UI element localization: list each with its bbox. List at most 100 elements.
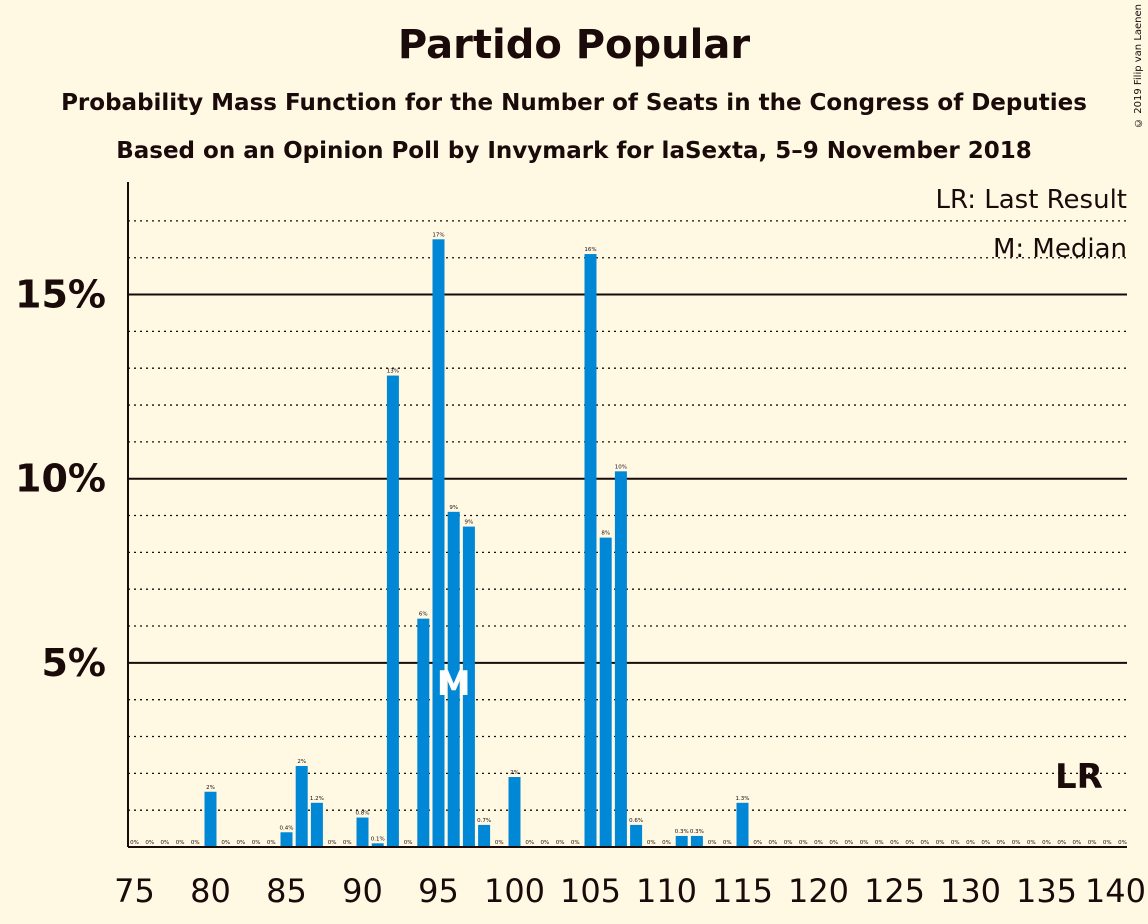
last-result-marker: LR — [1055, 757, 1103, 797]
bar-label-seat-125: 0% — [890, 840, 899, 846]
chart-title: Partido Popular — [397, 22, 751, 68]
legend-last-result: LR: Last Result — [935, 185, 1127, 215]
bar-label-seat-99: 0% — [495, 840, 504, 846]
bar-seat-97 — [462, 526, 475, 847]
x-tick-label: 115 — [712, 872, 773, 910]
bar-label-seat-96: 9% — [449, 505, 458, 511]
legend-median: M: Median — [993, 234, 1127, 264]
bar-label-seat-88: 0% — [328, 840, 337, 846]
bar-label-seat-79: 0% — [191, 840, 200, 846]
axes-group — [127, 182, 1127, 848]
bar-label-seat-75: 0% — [130, 840, 139, 846]
x-tick-label: 135 — [1016, 872, 1077, 910]
bar-label-seat-132: 0% — [997, 840, 1006, 846]
bar-seat-112 — [690, 835, 703, 847]
bar-label-seat-131: 0% — [981, 840, 990, 846]
bar-label-seat-89: 0% — [343, 840, 352, 846]
bar-seat-100 — [508, 777, 521, 847]
bar-label-seat-101: 0% — [525, 840, 534, 846]
bar-label-seat-110: 0% — [662, 840, 671, 846]
bar-label-seat-77: 0% — [161, 840, 170, 846]
bar-label-seat-86: 2% — [297, 759, 306, 765]
bar-label-seat-120: 0% — [814, 840, 823, 846]
bar-label-seat-122: 0% — [845, 840, 854, 846]
y-tick-label: 10% — [15, 457, 106, 501]
bar-seat-115 — [736, 802, 749, 847]
bar-seat-95 — [432, 239, 445, 847]
bar-label-seat-127: 0% — [921, 840, 930, 846]
bar-label-seat-140: 0% — [1118, 840, 1127, 846]
bar-label-seat-123: 0% — [860, 840, 869, 846]
grid-lines — [128, 220, 1127, 811]
x-tick-label: 80 — [190, 872, 231, 910]
bar-label-seat-76: 0% — [145, 840, 154, 846]
bar-label-seat-119: 0% — [799, 840, 808, 846]
bar-label-seat-137: 0% — [1073, 840, 1082, 846]
bar-label-seat-82: 0% — [237, 840, 246, 846]
bar-label-seat-107: 10% — [615, 464, 627, 470]
x-tick-label: 100 — [484, 872, 545, 910]
x-tick-label: 120 — [788, 872, 849, 910]
x-tick-label: 95 — [418, 872, 459, 910]
bar-label-seat-80: 2% — [206, 785, 215, 791]
bar-label-seat-139: 0% — [1103, 840, 1112, 846]
x-tick-label: 130 — [940, 872, 1001, 910]
bar-label-seat-105: 16% — [584, 247, 596, 253]
median-marker: M — [437, 664, 471, 704]
bar-label-seat-117: 0% — [769, 840, 778, 846]
bar-label-seat-104: 0% — [571, 840, 580, 846]
bar-seat-80 — [204, 791, 217, 847]
bar-label-seat-95: 17% — [432, 232, 444, 238]
bar-label-seat-90: 0.8% — [356, 811, 370, 817]
bar-labels-group: 0% 0% 0% 0% 0% 2% 0% 0% 0% 0% 0.4% 2% 1.2% 0% 0% 0.8% 0.… — [130, 232, 1127, 846]
bar-label-seat-87: 1.2% — [310, 796, 324, 802]
bar-label-seat-108: 0.6% — [629, 818, 643, 824]
x-tick-label: 140 — [1085, 872, 1146, 910]
bar-label-seat-114: 0% — [723, 840, 732, 846]
bar-label-seat-124: 0% — [875, 840, 884, 846]
bar-label-seat-111: 0.3% — [675, 829, 689, 835]
x-tick-label: 110 — [636, 872, 697, 910]
x-tick-label: 85 — [266, 872, 307, 910]
bar-label-seat-83: 0% — [252, 840, 261, 846]
x-tick-labels: 75 80 85 90 95 100 105 110 115 120 125 130 135 140 — [114, 872, 1146, 910]
bar-label-seat-94: 6% — [419, 612, 428, 618]
bar-label-seat-121: 0% — [829, 840, 838, 846]
x-tick-label: 125 — [864, 872, 925, 910]
bar-seat-92 — [386, 375, 399, 847]
chart-subtitle: Probability Mass Function for the Number… — [61, 90, 1087, 116]
bar-label-seat-98: 0.7% — [477, 818, 491, 824]
bar-seat-108 — [630, 824, 643, 847]
bars-group — [204, 239, 749, 848]
x-tick-label: 90 — [342, 872, 383, 910]
bar-seat-111 — [675, 835, 688, 847]
bar-label-seat-133: 0% — [1012, 840, 1021, 846]
bar-label-seat-113: 0% — [708, 840, 717, 846]
bar-label-seat-109: 0% — [647, 840, 656, 846]
bar-label-seat-112: 0.3% — [690, 829, 704, 835]
bar-label-seat-84: 0% — [267, 840, 276, 846]
y-tick-label: 5% — [41, 641, 106, 685]
bar-label-seat-93: 0% — [404, 840, 413, 846]
bar-seat-91 — [371, 843, 384, 847]
bar-label-seat-92: 13% — [387, 369, 399, 375]
bar-label-seat-91: 0.1% — [371, 836, 385, 842]
bar-label-seat-138: 0% — [1088, 840, 1097, 846]
bar-label-seat-128: 0% — [936, 840, 945, 846]
bar-label-seat-118: 0% — [784, 840, 793, 846]
bar-seat-86 — [295, 765, 308, 847]
y-tick-label: 15% — [15, 273, 106, 317]
bar-label-seat-78: 0% — [176, 840, 185, 846]
bar-seat-94 — [417, 618, 430, 847]
bar-label-seat-126: 0% — [905, 840, 914, 846]
bar-label-seat-97: 9% — [465, 520, 474, 526]
bar-label-seat-130: 0% — [966, 840, 975, 846]
x-tick-label: 105 — [560, 872, 621, 910]
chart-subtitle-source: Based on an Opinion Poll by Invymark for… — [116, 138, 1032, 164]
bar-seat-107 — [614, 471, 627, 847]
bar-seat-96 — [447, 511, 460, 847]
bar-label-seat-116: 0% — [753, 840, 762, 846]
bar-label-seat-100: 2% — [510, 770, 519, 776]
bar-label-seat-81: 0% — [221, 840, 230, 846]
